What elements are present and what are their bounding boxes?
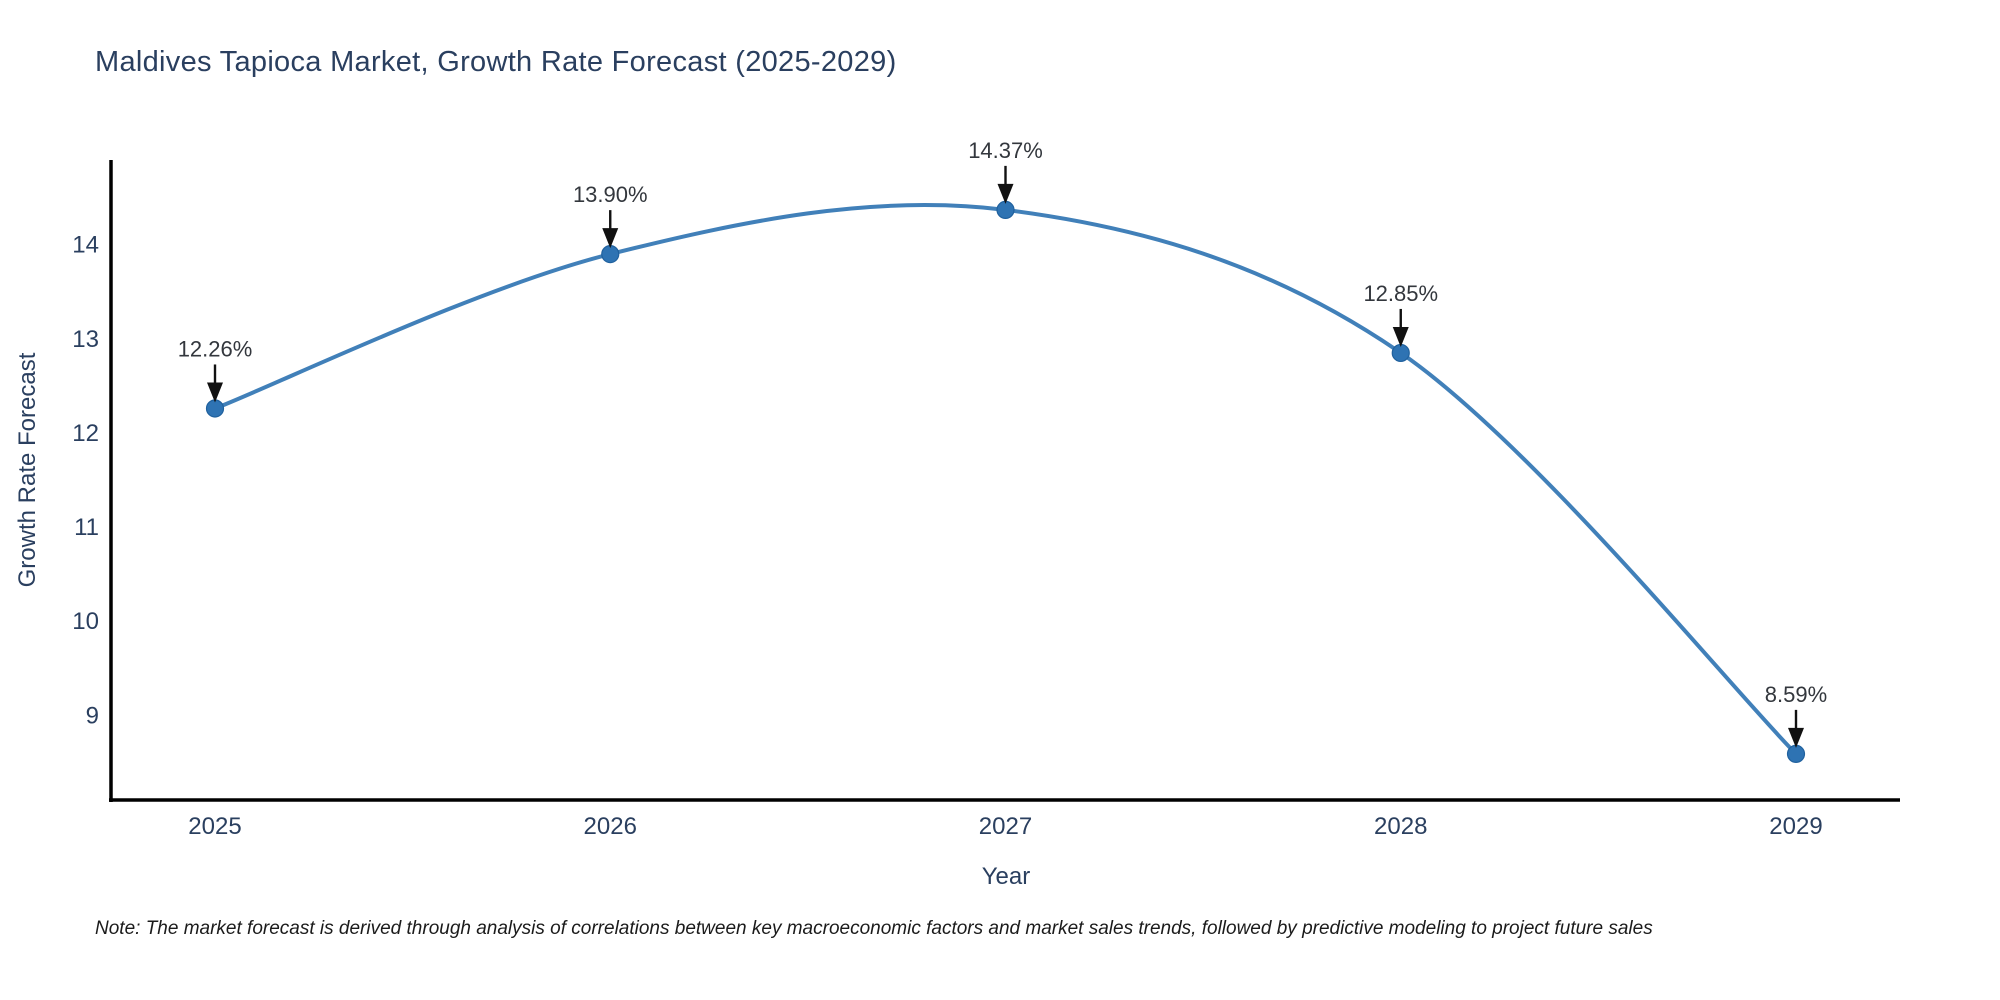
y-tick-label: 12 — [72, 420, 99, 447]
annotation-arrow-head — [1788, 727, 1804, 748]
annotation-label: 12.85% — [1363, 281, 1438, 306]
x-tick-label: 2026 — [584, 813, 637, 840]
data-point-marker[interactable] — [996, 200, 1015, 219]
trend-line — [213, 203, 1798, 756]
x-tick-label: 2028 — [1374, 813, 1427, 840]
y-tick-label: 13 — [72, 326, 99, 353]
y-tick-label: 9 — [86, 702, 99, 729]
y-tick-label: 10 — [72, 608, 99, 635]
annotation-arrow-head — [207, 382, 223, 403]
y-tick-label: 14 — [72, 232, 99, 259]
annotation-arrow-head — [997, 183, 1014, 204]
x-tick-label: 2027 — [979, 813, 1032, 840]
y-tick-label: 11 — [74, 514, 99, 541]
annotation-arrow-head — [602, 228, 619, 249]
annotation-label: 8.59% — [1765, 682, 1827, 707]
annotation-label: 14.37% — [968, 138, 1043, 163]
x-axis-title: Year — [981, 863, 1031, 890]
data-point-marker[interactable] — [205, 399, 225, 418]
annotation-label: 12.26% — [178, 336, 253, 361]
footnote: Note: The market forecast is derived thr… — [95, 918, 1653, 939]
data-point-marker[interactable] — [601, 245, 620, 264]
annotation-label: 13.90% — [573, 182, 648, 207]
annotation-arrow-head — [1392, 326, 1409, 347]
y-axis-title: Growth Rate Forecast — [14, 352, 41, 588]
data-point-marker[interactable] — [1786, 744, 1806, 763]
x-tick-label: 2025 — [188, 813, 241, 840]
chart-title: Maldives Tapioca Market, Growth Rate For… — [95, 46, 897, 78]
data-point-marker[interactable] — [1391, 343, 1410, 363]
x-tick-label: 2029 — [1769, 813, 1822, 840]
